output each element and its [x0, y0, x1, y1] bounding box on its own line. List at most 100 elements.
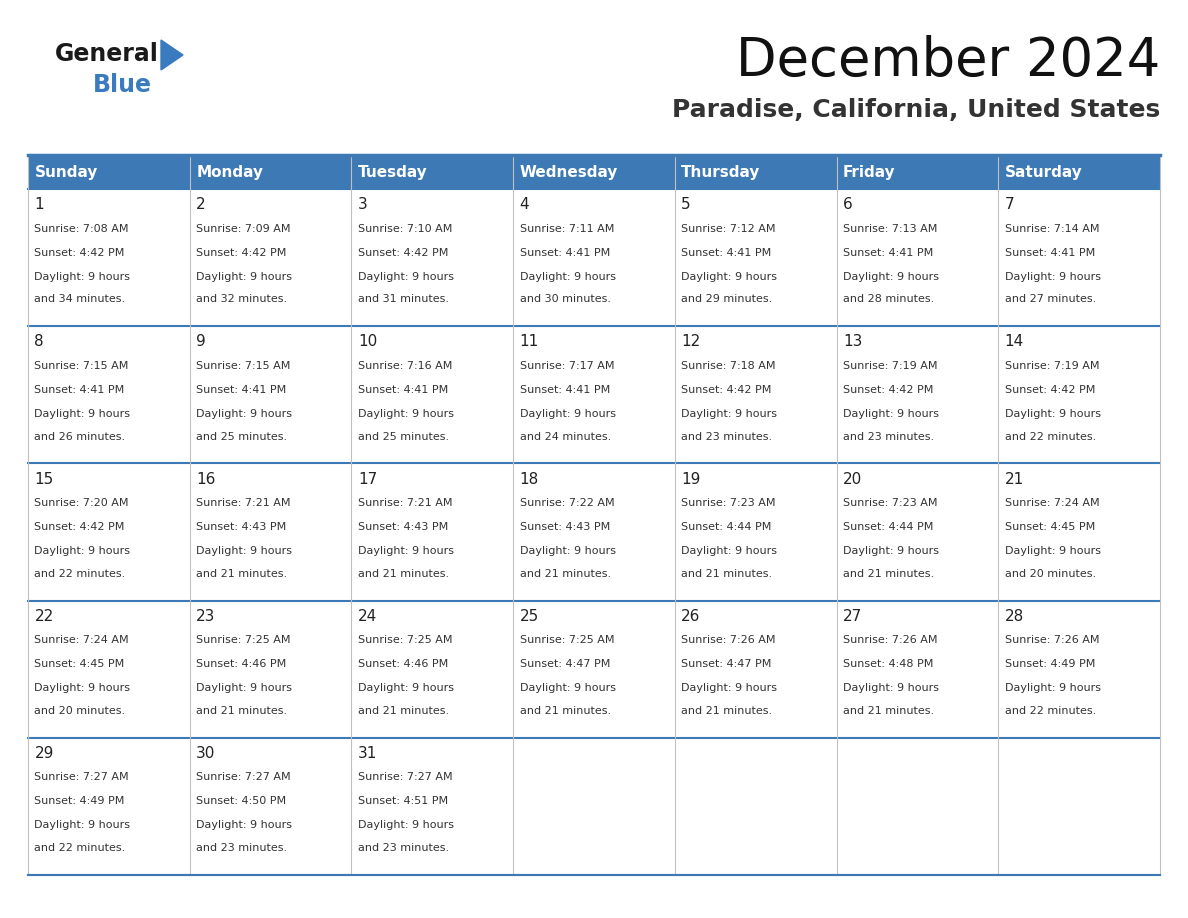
Bar [513, 738, 675, 875]
Bar [836, 189, 998, 326]
Text: Sunset: 4:42 PM: Sunset: 4:42 PM [196, 248, 286, 258]
Text: and 26 minutes.: and 26 minutes. [34, 431, 126, 442]
Bar [998, 464, 1159, 600]
Bar [836, 600, 998, 738]
Text: 15: 15 [34, 472, 53, 487]
Text: Sunrise: 7:21 AM: Sunrise: 7:21 AM [358, 498, 453, 508]
Text: and 21 minutes.: and 21 minutes. [358, 706, 449, 716]
Text: 26: 26 [682, 609, 701, 624]
Text: Daylight: 9 hours: Daylight: 9 hours [843, 683, 939, 693]
Text: and 28 minutes.: and 28 minutes. [843, 295, 934, 305]
Text: Sunset: 4:42 PM: Sunset: 4:42 PM [34, 248, 125, 258]
Bar [998, 738, 1159, 875]
Text: Sunset: 4:51 PM: Sunset: 4:51 PM [358, 797, 448, 806]
Text: and 23 minutes.: and 23 minutes. [682, 431, 772, 442]
Text: 27: 27 [843, 609, 862, 624]
Text: Friday: Friday [843, 164, 896, 180]
Bar [675, 155, 836, 189]
Bar [998, 600, 1159, 738]
Text: Sunrise: 7:14 AM: Sunrise: 7:14 AM [1005, 224, 1099, 234]
Text: and 21 minutes.: and 21 minutes. [682, 569, 772, 579]
Text: Sunrise: 7:18 AM: Sunrise: 7:18 AM [682, 361, 776, 371]
Bar [836, 738, 998, 875]
Text: and 23 minutes.: and 23 minutes. [843, 431, 934, 442]
Bar [836, 326, 998, 464]
Text: Sunrise: 7:24 AM: Sunrise: 7:24 AM [1005, 498, 1099, 508]
Text: Sunset: 4:41 PM: Sunset: 4:41 PM [34, 385, 125, 395]
Text: and 22 minutes.: and 22 minutes. [34, 844, 126, 853]
Text: Daylight: 9 hours: Daylight: 9 hours [519, 546, 615, 556]
Text: Sunrise: 7:20 AM: Sunrise: 7:20 AM [34, 498, 129, 508]
Text: and 20 minutes.: and 20 minutes. [34, 706, 126, 716]
Text: Sunrise: 7:26 AM: Sunrise: 7:26 AM [1005, 635, 1099, 645]
Bar [998, 326, 1159, 464]
Text: Daylight: 9 hours: Daylight: 9 hours [519, 272, 615, 282]
Text: Sunrise: 7:08 AM: Sunrise: 7:08 AM [34, 224, 129, 234]
Text: and 21 minutes.: and 21 minutes. [519, 706, 611, 716]
Text: Sunset: 4:41 PM: Sunset: 4:41 PM [196, 385, 286, 395]
Text: Sunday: Sunday [34, 164, 97, 180]
Bar [675, 600, 836, 738]
Text: and 21 minutes.: and 21 minutes. [358, 569, 449, 579]
Text: and 31 minutes.: and 31 minutes. [358, 295, 449, 305]
Text: 31: 31 [358, 746, 378, 761]
Text: and 34 minutes.: and 34 minutes. [34, 295, 126, 305]
Text: 25: 25 [519, 609, 539, 624]
Text: 1: 1 [34, 197, 44, 212]
Text: 5: 5 [682, 197, 691, 212]
Bar [352, 189, 513, 326]
Bar [352, 464, 513, 600]
Text: 2: 2 [196, 197, 206, 212]
Text: 12: 12 [682, 334, 701, 350]
Bar [836, 464, 998, 600]
Text: Sunrise: 7:25 AM: Sunrise: 7:25 AM [358, 635, 453, 645]
Text: and 23 minutes.: and 23 minutes. [358, 844, 449, 853]
Text: Daylight: 9 hours: Daylight: 9 hours [196, 272, 292, 282]
Bar [190, 326, 352, 464]
Text: Daylight: 9 hours: Daylight: 9 hours [843, 272, 939, 282]
Text: and 20 minutes.: and 20 minutes. [1005, 569, 1095, 579]
Text: Sunrise: 7:15 AM: Sunrise: 7:15 AM [34, 361, 128, 371]
Text: Daylight: 9 hours: Daylight: 9 hours [843, 546, 939, 556]
Text: Sunrise: 7:22 AM: Sunrise: 7:22 AM [519, 498, 614, 508]
Text: Daylight: 9 hours: Daylight: 9 hours [196, 821, 292, 831]
Text: Sunset: 4:48 PM: Sunset: 4:48 PM [843, 659, 934, 669]
Text: Daylight: 9 hours: Daylight: 9 hours [682, 409, 777, 419]
Text: Sunrise: 7:25 AM: Sunrise: 7:25 AM [196, 635, 291, 645]
Text: Sunset: 4:47 PM: Sunset: 4:47 PM [519, 659, 609, 669]
Text: Thursday: Thursday [682, 164, 760, 180]
Text: Sunset: 4:42 PM: Sunset: 4:42 PM [682, 385, 772, 395]
Text: 11: 11 [519, 334, 539, 350]
Bar [352, 155, 513, 189]
Bar [513, 189, 675, 326]
Bar [352, 326, 513, 464]
Text: Saturday: Saturday [1005, 164, 1082, 180]
Bar [190, 738, 352, 875]
Text: Daylight: 9 hours: Daylight: 9 hours [196, 683, 292, 693]
Text: Sunset: 4:43 PM: Sunset: 4:43 PM [196, 522, 286, 532]
Text: Daylight: 9 hours: Daylight: 9 hours [196, 546, 292, 556]
Text: and 21 minutes.: and 21 minutes. [682, 706, 772, 716]
Text: Sunrise: 7:17 AM: Sunrise: 7:17 AM [519, 361, 614, 371]
Text: Daylight: 9 hours: Daylight: 9 hours [196, 409, 292, 419]
Text: Sunrise: 7:27 AM: Sunrise: 7:27 AM [358, 772, 453, 782]
Text: Sunset: 4:44 PM: Sunset: 4:44 PM [682, 522, 772, 532]
Text: Daylight: 9 hours: Daylight: 9 hours [682, 272, 777, 282]
Text: Daylight: 9 hours: Daylight: 9 hours [34, 272, 131, 282]
Bar [675, 189, 836, 326]
Text: Daylight: 9 hours: Daylight: 9 hours [682, 546, 777, 556]
Text: Sunrise: 7:24 AM: Sunrise: 7:24 AM [34, 635, 129, 645]
Text: Daylight: 9 hours: Daylight: 9 hours [358, 409, 454, 419]
Bar [29, 326, 190, 464]
Text: and 25 minutes.: and 25 minutes. [358, 431, 449, 442]
Text: Daylight: 9 hours: Daylight: 9 hours [34, 409, 131, 419]
Text: Paradise, California, United States: Paradise, California, United States [671, 98, 1159, 122]
Text: Sunset: 4:41 PM: Sunset: 4:41 PM [519, 248, 609, 258]
Bar [29, 600, 190, 738]
Text: Sunrise: 7:10 AM: Sunrise: 7:10 AM [358, 224, 453, 234]
Bar [513, 600, 675, 738]
Text: 20: 20 [843, 472, 862, 487]
Text: Blue: Blue [93, 73, 152, 97]
Text: Daylight: 9 hours: Daylight: 9 hours [519, 683, 615, 693]
Text: Sunset: 4:49 PM: Sunset: 4:49 PM [34, 797, 125, 806]
